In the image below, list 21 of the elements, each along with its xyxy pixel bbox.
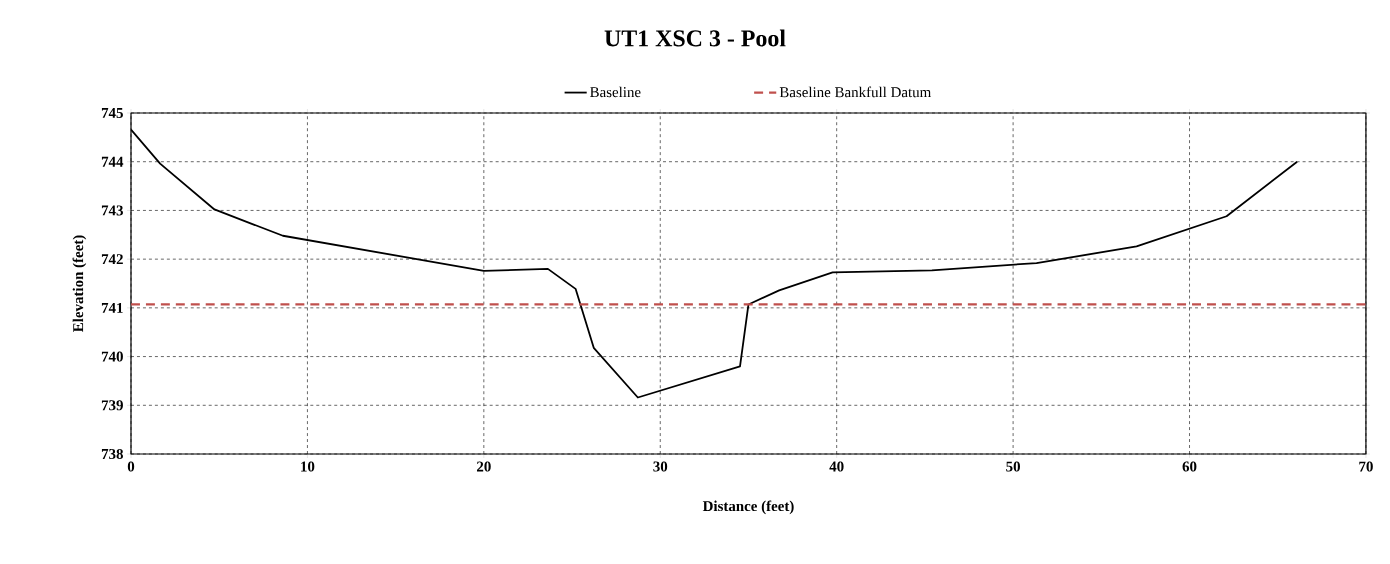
chart-title: UT1 XSC 3 - Pool — [604, 29, 786, 47]
y-tick-label: 742 — [101, 254, 123, 265]
x-tick-label: 0 — [127, 461, 135, 472]
y-tick-label: 741 — [101, 302, 123, 313]
y-tick-label: 738 — [101, 448, 123, 460]
x-tick-label: 60 — [1182, 461, 1197, 472]
x-axis-title: Distance (feet) — [702, 500, 794, 515]
y-tick-label: 744 — [101, 156, 124, 167]
x-tick-label: 70 — [1359, 461, 1373, 472]
x-tick-label: 50 — [1006, 461, 1020, 472]
x-tick-label: 20 — [476, 461, 491, 472]
x-tick-label: 10 — [301, 461, 315, 472]
legend-label: Baseline — [590, 86, 641, 98]
y-tick-label: 740 — [101, 351, 123, 362]
legend-label: Baseline Bankfull Datum — [779, 86, 932, 98]
x-tick-label: 30 — [653, 461, 668, 472]
y-tick-label: 739 — [101, 400, 123, 411]
y-axis-title: Elevation (feet) — [72, 235, 87, 333]
y-tick-label: 743 — [101, 205, 123, 216]
y-tick-label: 745 — [101, 108, 123, 118]
x-tick-label: 40 — [829, 461, 844, 472]
